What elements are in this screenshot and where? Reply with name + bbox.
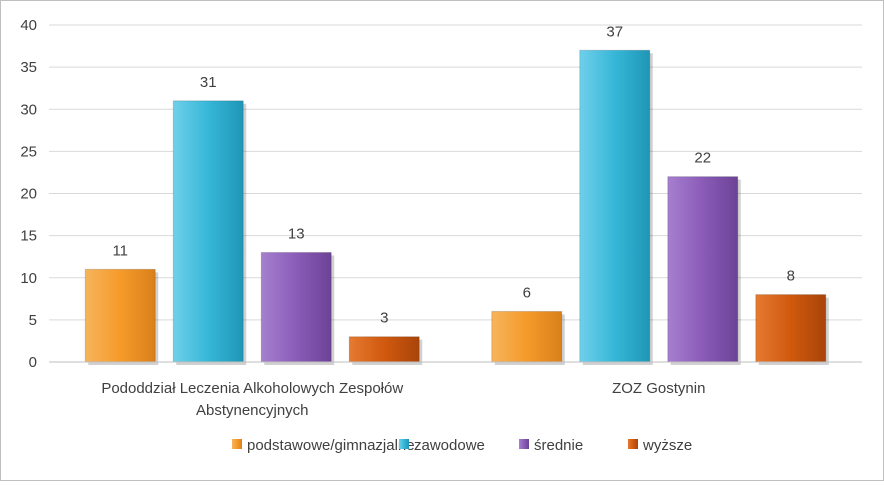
bar-wyższe-0 xyxy=(348,336,420,363)
data-label: 13 xyxy=(288,225,305,242)
data-label: 11 xyxy=(112,242,128,259)
y-tick-label: 0 xyxy=(29,354,37,371)
y-tick-label: 25 xyxy=(20,143,37,160)
data-label: 37 xyxy=(606,23,623,40)
legend-swatch xyxy=(399,439,409,449)
legend: podstawowe/gimnazjalne zawodowe średnie wyż… xyxy=(232,437,692,454)
legend-label: podstawowe/gimnazjalne xyxy=(247,437,415,454)
y-tick-label: 20 xyxy=(20,186,37,203)
y-tick-label: 15 xyxy=(20,228,37,245)
bar-średnie-0 xyxy=(260,251,332,363)
y-tick-label: 5 xyxy=(29,312,37,329)
bar-średnie-1 xyxy=(667,176,739,363)
legend-swatch xyxy=(628,439,638,449)
bar-podstawowe/gimnazjalne-0 xyxy=(84,268,156,363)
category-label: Pododdział Leczenia Alkoholowych Zespołó… xyxy=(101,380,403,397)
bar-podstawowe/gimnazjalne-1 xyxy=(491,310,563,363)
category-label: ZOZ Gostynin xyxy=(612,380,705,397)
data-label: 6 xyxy=(523,284,531,301)
bar-wyższe-1 xyxy=(755,294,827,363)
data-labels: 11 6 31 37 13 22 3 8 xyxy=(112,23,794,326)
legend-swatch xyxy=(519,439,529,449)
bar-zawodowe-1 xyxy=(579,49,651,363)
y-tick-label: 10 xyxy=(20,270,37,287)
data-label: 8 xyxy=(787,268,795,285)
x-axis: Pododdział Leczenia Alkoholowych Zespołó… xyxy=(49,361,862,419)
legend-label: zawodowe xyxy=(414,437,485,454)
y-tick-label: 35 xyxy=(20,59,37,76)
y-tick-label: 30 xyxy=(20,101,37,118)
category-label: Abstynencyjnych xyxy=(196,402,309,419)
data-label: 3 xyxy=(380,310,388,327)
bars xyxy=(84,49,829,366)
y-axis: 0 5 10 15 20 25 30 35 40 xyxy=(20,17,37,371)
legend-label: wyższe xyxy=(642,437,692,454)
data-label: 31 xyxy=(200,74,217,91)
bar-zawodowe-0 xyxy=(172,100,244,363)
legend-label: średnie xyxy=(534,437,583,454)
legend-swatch xyxy=(232,439,242,449)
data-label: 22 xyxy=(694,150,711,167)
y-tick-label: 40 xyxy=(20,17,37,34)
